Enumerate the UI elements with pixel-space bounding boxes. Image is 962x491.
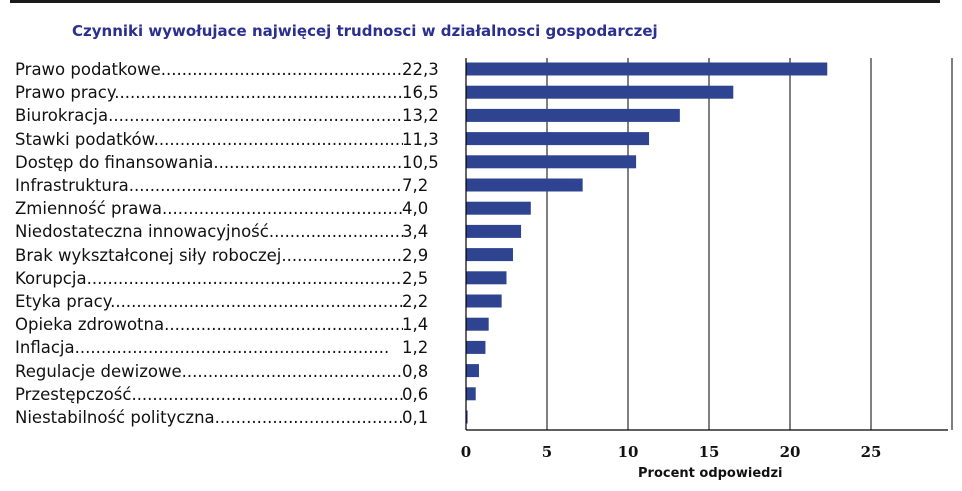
- bar: [466, 201, 531, 215]
- category-label: Biurokracja.............................…: [15, 106, 403, 126]
- category-label: Regulacje dewizowe......................…: [15, 361, 403, 381]
- bar: [466, 340, 486, 354]
- category-label: Opieka zdrowotna........................…: [15, 315, 403, 335]
- category-label: Stawki podatków.........................…: [15, 129, 403, 149]
- category-label: Brak wykształconej siły roboczej........…: [15, 245, 403, 265]
- data-label: 2,9: [402, 245, 429, 265]
- x-tick-label: 15: [699, 443, 720, 461]
- bar: [466, 294, 502, 308]
- category-label-list: Prawo podatkowe.........................…: [15, 0, 465, 440]
- bar: [466, 155, 637, 169]
- category-label: Etyka pracy.............................…: [15, 292, 403, 311]
- bar: [466, 108, 680, 122]
- bar: [466, 248, 513, 262]
- top-rule: [10, 0, 940, 3]
- x-tick-label: 10: [618, 443, 639, 461]
- data-label: 0,6: [402, 384, 429, 404]
- data-label: 11,3: [402, 129, 439, 149]
- x-tick-label: 25: [861, 443, 882, 461]
- bar: [466, 271, 507, 285]
- category-label: Zmienność prawa.........................…: [15, 199, 403, 219]
- category-label: Infrastruktura..........................…: [15, 176, 403, 195]
- chart-title: Czynniki wywołujace najwięcej trudnosci …: [72, 22, 658, 40]
- x-tick-label: 5: [542, 443, 552, 461]
- category-label: Prawo pracy.............................…: [15, 83, 403, 103]
- x-tick-label: 20: [780, 443, 801, 461]
- data-label: 2,2: [402, 292, 429, 311]
- data-label: 0,1: [402, 408, 429, 427]
- category-label: Niedostateczna innowacyjność............…: [15, 222, 403, 242]
- data-label: 1,4: [402, 315, 429, 335]
- data-label: 4,0: [402, 199, 429, 219]
- data-label: 1,2: [402, 338, 429, 358]
- data-label: 10,5: [402, 152, 439, 172]
- bar: [466, 387, 476, 401]
- bar: [466, 62, 828, 76]
- category-label: Korupcja................................…: [15, 268, 402, 288]
- bar: [466, 224, 522, 238]
- data-label: 2,5: [402, 268, 429, 288]
- bar: [466, 85, 734, 99]
- x-tick-label: 0: [461, 443, 471, 461]
- category-label: Niestabilność polityczna................…: [15, 408, 403, 427]
- category-label: Prawo podatkowe.........................…: [15, 60, 403, 79]
- bar: [466, 132, 650, 146]
- data-label: 13,2: [402, 106, 439, 126]
- data-label: 0,8: [402, 361, 429, 381]
- category-label: Dostęp do finansowania..................…: [15, 152, 403, 172]
- bar: [466, 317, 489, 331]
- category-label: Inflacja................................…: [15, 338, 390, 358]
- x-axis-label: Procent odpowiedzi: [638, 466, 783, 481]
- data-label: 16,5: [402, 83, 439, 103]
- bar: [466, 410, 468, 424]
- data-label: 3,4: [402, 222, 429, 242]
- bar: [466, 364, 479, 378]
- bar: [466, 178, 583, 192]
- data-label: 7,2: [402, 176, 429, 195]
- data-label: 22,3: [402, 60, 439, 79]
- category-label: Przestępczość...........................…: [15, 384, 403, 404]
